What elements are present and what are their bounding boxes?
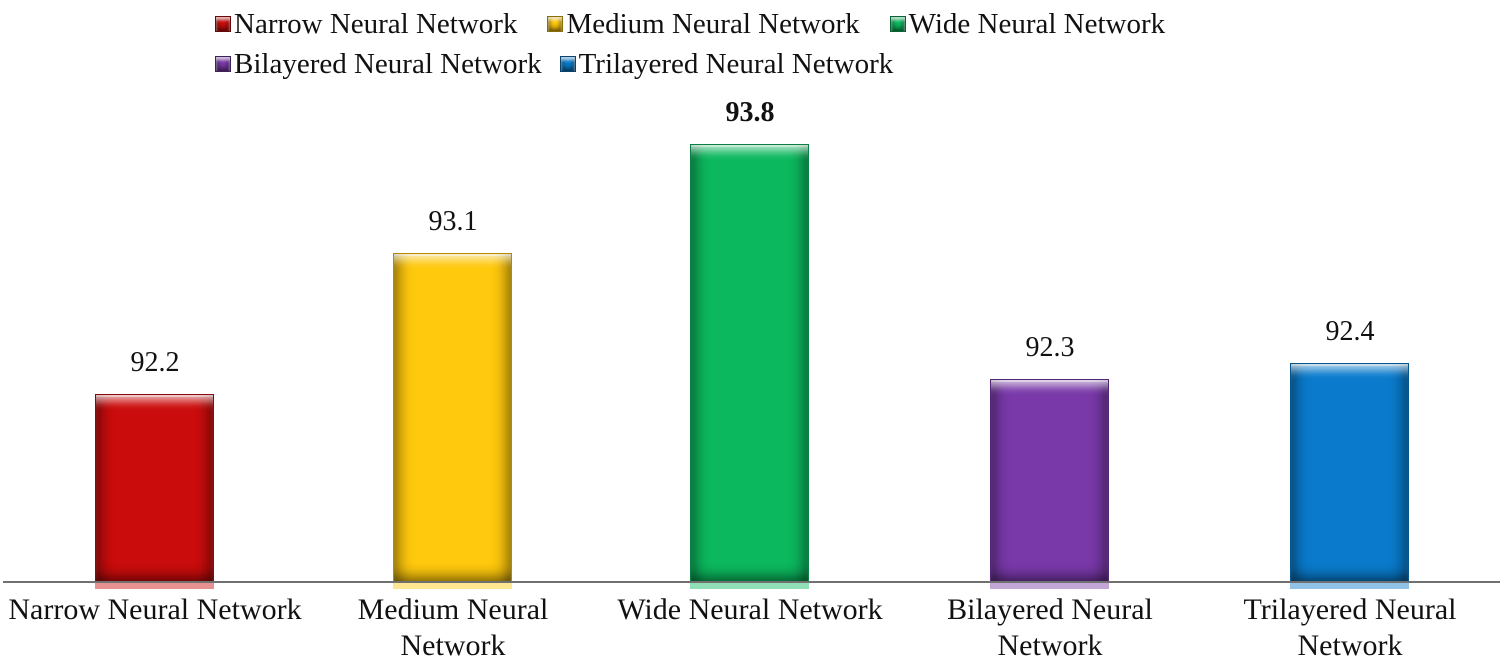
legend-label: Narrow Neural Network xyxy=(234,8,518,40)
bar-trilayered xyxy=(1290,363,1409,582)
x-axis-category-label: Wide Neural Network xyxy=(590,592,910,628)
bar-reflection xyxy=(1290,582,1409,589)
bar-value-label: 92.4 xyxy=(1325,316,1375,347)
legend-label: Bilayered Neural Network xyxy=(234,48,542,80)
legend-swatch-medium xyxy=(547,16,564,32)
legend-swatch-narrow xyxy=(215,16,231,32)
category-line: Network xyxy=(400,629,506,662)
bar-group-trilayered: 92.4 Trilayered Neural Network xyxy=(1190,0,1504,666)
category-line: Narrow Neural Network xyxy=(8,593,302,626)
bar-value-label: 92.2 xyxy=(130,347,180,378)
bar-group-narrow: 92.2 Narrow Neural Network xyxy=(0,0,315,666)
bar-group-wide: 93.8 Wide Neural Network xyxy=(590,0,910,666)
bar-narrow xyxy=(95,394,214,582)
legend-item-narrow: Narrow Neural Network xyxy=(215,8,517,40)
legend-label: Medium Neural Network xyxy=(566,8,860,40)
x-axis-line xyxy=(3,581,1500,583)
category-line: Bilayered Neural xyxy=(947,593,1153,626)
legend-item-medium: Medium Neural Network xyxy=(547,8,860,40)
x-axis-category-label: Medium Neural Network xyxy=(293,592,613,664)
bar-value-label: 93.1 xyxy=(428,206,478,237)
bar-reflection xyxy=(690,582,809,589)
bar-wide xyxy=(690,144,809,582)
x-axis-category-label: Narrow Neural Network xyxy=(0,592,315,628)
legend-swatch-wide xyxy=(889,16,906,32)
legend-label: Trilayered Neural Network xyxy=(578,48,894,80)
bar-medium xyxy=(393,253,512,582)
legend-label: Wide Neural Network xyxy=(908,8,1166,40)
legend-row-2: Bilayered Neural Network Trilayered Neur… xyxy=(215,44,1165,84)
chart-legend: Narrow Neural Network Medium Neural Netw… xyxy=(215,4,1165,84)
legend-swatch-bilayered xyxy=(215,56,231,72)
bar-reflection xyxy=(95,582,214,589)
bar-value-label: 92.3 xyxy=(1025,332,1075,363)
bar-bilayered xyxy=(990,379,1109,582)
legend-row-1: Narrow Neural Network Medium Neural Netw… xyxy=(215,4,1165,44)
x-axis-category-label: Bilayered Neural Network xyxy=(890,592,1210,664)
category-line: Network xyxy=(1297,629,1403,662)
bar-reflection xyxy=(990,582,1109,589)
category-line: Medium Neural xyxy=(357,593,549,626)
category-line: Wide Neural Network xyxy=(617,593,883,626)
legend-item-trilayered: Trilayered Neural Network xyxy=(559,48,894,80)
legend-swatch-trilayered xyxy=(559,56,576,72)
bar-reflection xyxy=(393,582,512,589)
bar-group-medium: 93.1 Medium Neural Network xyxy=(293,0,613,666)
category-line: Network xyxy=(997,629,1103,662)
legend-item-bilayered: Bilayered Neural Network xyxy=(215,48,542,80)
x-axis-category-label: Trilayered Neural Network xyxy=(1190,592,1504,664)
bar-group-bilayered: 92.3 Bilayered Neural Network xyxy=(890,0,1210,666)
category-line: Trilayered Neural xyxy=(1243,593,1457,626)
legend-item-wide: Wide Neural Network xyxy=(889,8,1166,40)
bar-value-label: 93.8 xyxy=(725,97,775,128)
